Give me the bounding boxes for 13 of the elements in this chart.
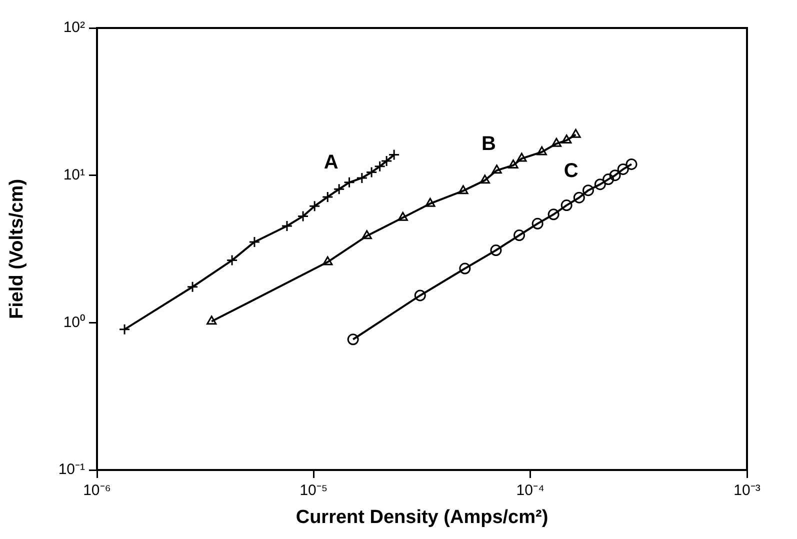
y-tick-label: 10¹ [63,166,85,184]
series-label: B [482,132,496,155]
x-axis-title: Current Density (Amps/cm²) [296,506,548,528]
x-tick-label: 10⁻⁶ [83,482,111,500]
x-tick-label: 10⁻³ [734,482,760,500]
y-tick-label: 10² [63,19,85,36]
series-label: A [324,152,338,174]
x-tick-label: 10⁻⁵ [300,482,328,500]
y-axis-title: Field (Volts/cm) [6,178,28,320]
y-tick-label: 10⁻¹ [58,461,85,478]
series-label: C [564,160,578,182]
y-tick-label: 10⁰ [63,314,85,331]
x-tick-label: 10⁻⁴ [516,482,544,500]
